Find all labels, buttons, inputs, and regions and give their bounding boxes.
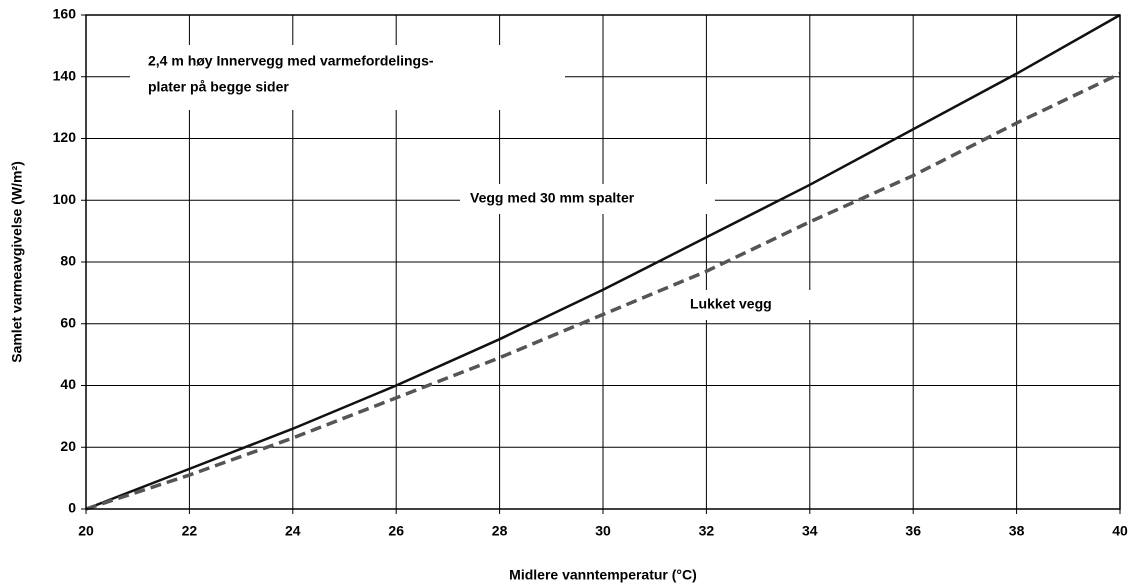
x-tick-label: 24 xyxy=(285,523,301,539)
x-tick-label: 22 xyxy=(182,523,198,539)
series-label: Lukket vegg xyxy=(690,296,772,312)
series-line xyxy=(85,13,1121,511)
y-tick-label: 40 xyxy=(60,376,76,392)
x-tick-label: 32 xyxy=(699,523,715,539)
series-label-box xyxy=(672,290,845,320)
annotation: 2,4 m høy Innervegg med varmefordelings- xyxy=(148,53,434,69)
y-axis-label: Samlet varmeavgivelse (W/m²) xyxy=(9,161,25,363)
series-label-box xyxy=(460,184,715,214)
series-label: Vegg med 30 mm spalter xyxy=(470,190,635,206)
x-tick-label: 30 xyxy=(595,523,611,539)
annotation: plater på begge sider xyxy=(148,79,289,95)
x-tick-label: 28 xyxy=(492,523,508,539)
x-tick-label: 34 xyxy=(802,523,818,539)
y-tick-label: 0 xyxy=(68,500,76,516)
y-tick-label: 160 xyxy=(53,6,77,22)
annotation-box xyxy=(130,45,565,110)
x-tick-label: 36 xyxy=(905,523,921,539)
x-tick-label: 20 xyxy=(78,523,94,539)
x-tick-label: 26 xyxy=(388,523,404,539)
y-tick-label: 60 xyxy=(60,314,76,330)
plot-border xyxy=(85,14,1121,510)
y-tick-label: 100 xyxy=(53,191,77,207)
x-axis-label: Midlere vanntemperatur (°C) xyxy=(509,567,697,583)
y-tick-label: 140 xyxy=(53,67,77,83)
x-tick-label: 38 xyxy=(1009,523,1025,539)
y-tick-label: 120 xyxy=(53,129,77,145)
series-line xyxy=(85,72,1121,511)
x-tick-label: 40 xyxy=(1112,523,1128,539)
y-tick-label: 20 xyxy=(60,438,76,454)
y-tick-label: 80 xyxy=(60,253,76,269)
